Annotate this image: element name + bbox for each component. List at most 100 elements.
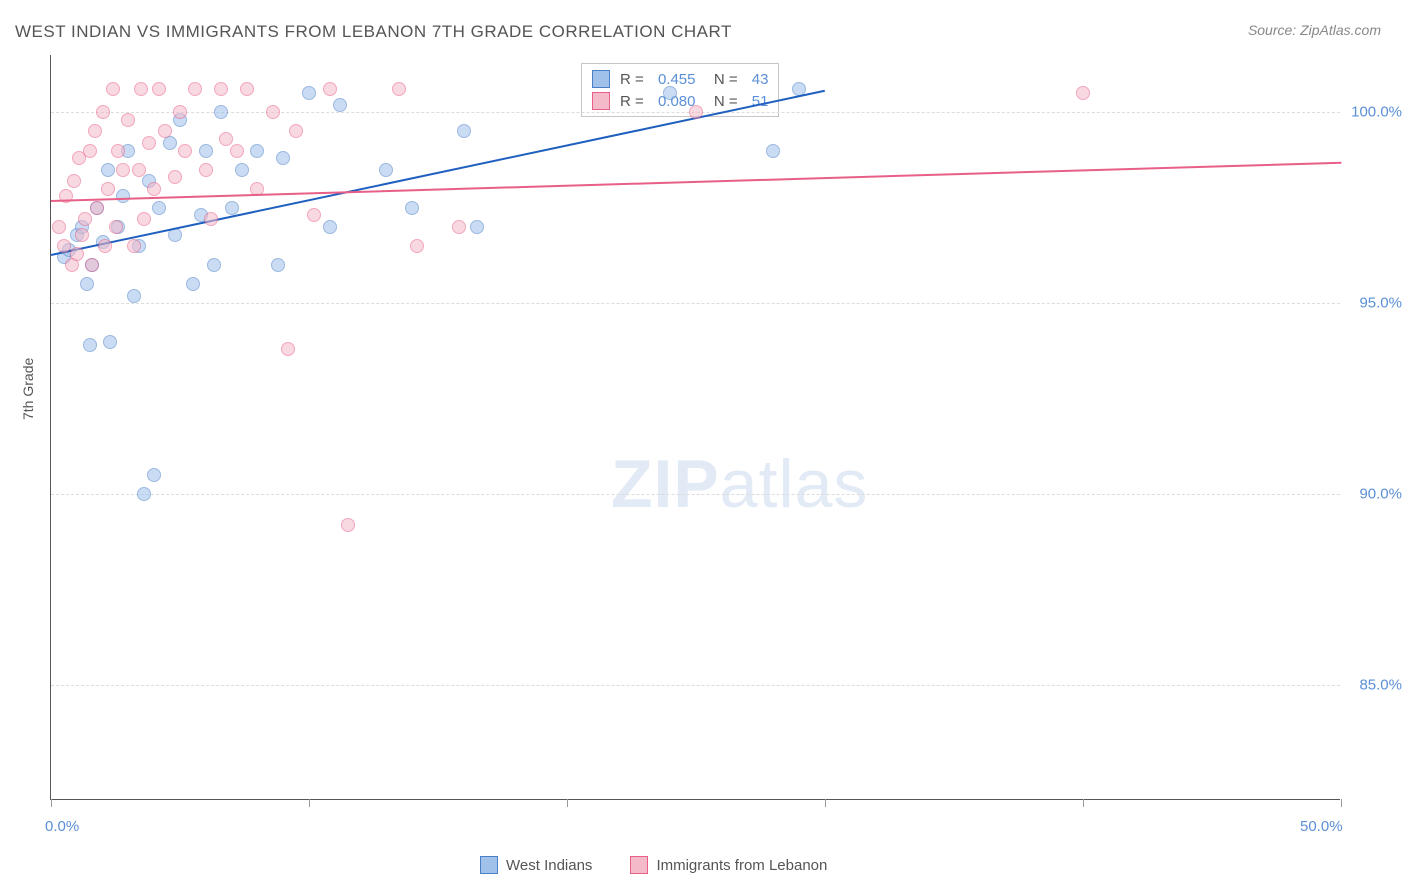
data-point	[106, 82, 120, 96]
data-point	[271, 258, 285, 272]
data-point	[410, 239, 424, 253]
data-point	[134, 82, 148, 96]
x-tick	[1083, 799, 1084, 807]
y-tick-label: 95.0%	[1359, 295, 1402, 312]
data-point	[663, 86, 677, 100]
series-legend: West Indians Immigrants from Lebanon	[480, 856, 857, 874]
data-point	[188, 82, 202, 96]
data-point	[168, 170, 182, 184]
legend-swatch	[592, 92, 610, 110]
data-point	[379, 163, 393, 177]
data-point	[75, 228, 89, 242]
data-point	[225, 201, 239, 215]
data-point	[250, 144, 264, 158]
data-point	[96, 105, 110, 119]
x-tick	[309, 799, 310, 807]
legend-n-value: 43	[752, 71, 769, 88]
data-point	[116, 163, 130, 177]
legend-n-value: 51	[752, 93, 769, 110]
data-point	[85, 258, 99, 272]
data-point	[240, 82, 254, 96]
data-point	[158, 124, 172, 138]
watermark: ZIPatlas	[611, 445, 868, 523]
data-point	[341, 518, 355, 532]
data-point	[266, 105, 280, 119]
chart-title: WEST INDIAN VS IMMIGRANTS FROM LEBANON 7…	[15, 22, 732, 42]
data-point	[230, 144, 244, 158]
x-tick-label: 50.0%	[1300, 818, 1343, 835]
data-point	[147, 182, 161, 196]
legend-n-label: N =	[705, 93, 741, 110]
data-point	[235, 163, 249, 177]
data-point	[101, 163, 115, 177]
data-point	[199, 163, 213, 177]
source-attribution: Source: ZipAtlas.com	[1248, 22, 1381, 38]
legend-label: Immigrants from Lebanon	[656, 857, 827, 874]
data-point	[127, 289, 141, 303]
data-point	[178, 144, 192, 158]
x-tick	[825, 799, 826, 807]
data-point	[323, 220, 337, 234]
legend-label: West Indians	[506, 857, 592, 874]
grid-line	[51, 303, 1340, 304]
data-point	[214, 82, 228, 96]
trend-line	[51, 89, 825, 255]
legend-n-label: N =	[705, 71, 741, 88]
data-point	[219, 132, 233, 146]
watermark-light: atlas	[720, 446, 869, 522]
data-point	[137, 487, 151, 501]
data-point	[289, 124, 303, 138]
data-point	[70, 247, 84, 261]
data-point	[276, 151, 290, 165]
legend-swatch	[480, 856, 498, 874]
data-point	[103, 335, 117, 349]
data-point	[111, 144, 125, 158]
x-tick	[1341, 799, 1342, 807]
data-point	[132, 163, 146, 177]
grid-line	[51, 494, 1340, 495]
data-point	[1076, 86, 1090, 100]
plot-area: R = 0.455 N = 43R = 0.080 N = 51 ZIPatla…	[50, 55, 1340, 800]
data-point	[142, 136, 156, 150]
data-point	[83, 144, 97, 158]
data-point	[766, 144, 780, 158]
data-point	[152, 201, 166, 215]
data-point	[78, 212, 92, 226]
x-tick-label: 0.0%	[45, 818, 79, 835]
data-point	[307, 208, 321, 222]
data-point	[137, 212, 151, 226]
grid-line	[51, 685, 1340, 686]
legend-swatch	[630, 856, 648, 874]
legend-r-value: 0.455	[658, 71, 696, 88]
data-point	[689, 105, 703, 119]
data-point	[67, 174, 81, 188]
data-point	[57, 239, 71, 253]
data-point	[214, 105, 228, 119]
data-point	[452, 220, 466, 234]
data-point	[302, 86, 316, 100]
correlation-legend: R = 0.455 N = 43R = 0.080 N = 51	[581, 63, 779, 117]
data-point	[392, 82, 406, 96]
data-point	[207, 258, 221, 272]
data-point	[405, 201, 419, 215]
data-point	[127, 239, 141, 253]
data-point	[109, 220, 123, 234]
data-point	[457, 124, 471, 138]
data-point	[470, 220, 484, 234]
legend-r-label: R =	[620, 93, 648, 110]
y-axis-label: 7th Grade	[20, 358, 36, 420]
data-point	[80, 277, 94, 291]
data-point	[83, 338, 97, 352]
data-point	[323, 82, 337, 96]
x-tick	[51, 799, 52, 807]
data-point	[121, 113, 135, 127]
data-point	[90, 201, 104, 215]
data-point	[101, 182, 115, 196]
data-point	[186, 277, 200, 291]
y-tick-label: 85.0%	[1359, 677, 1402, 694]
data-point	[173, 105, 187, 119]
y-tick-label: 90.0%	[1359, 486, 1402, 503]
x-tick	[567, 799, 568, 807]
watermark-bold: ZIP	[611, 446, 720, 522]
legend-swatch	[592, 70, 610, 88]
